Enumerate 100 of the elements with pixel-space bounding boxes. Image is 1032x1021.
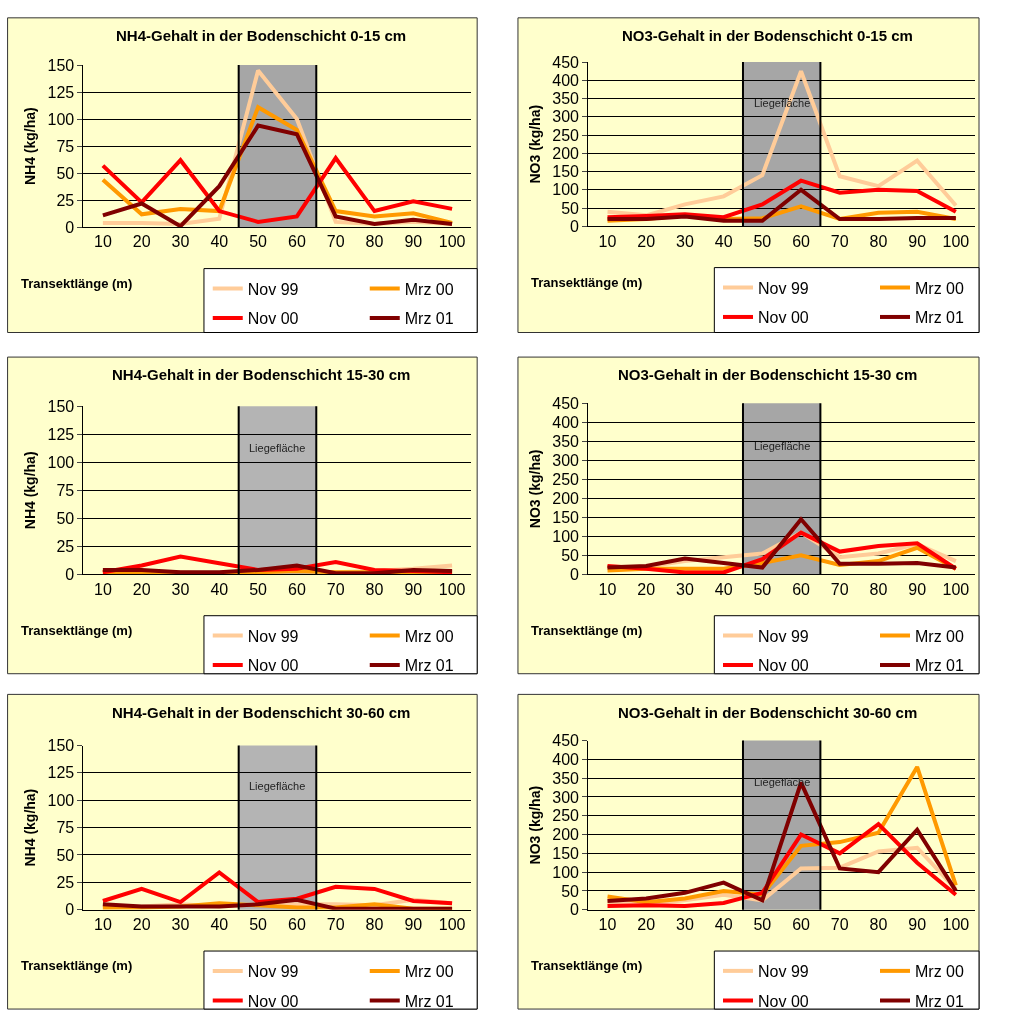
legend-label: Mrz 01 <box>915 309 964 327</box>
y-tick-label: 0 <box>570 566 580 584</box>
y-tick-label: 125 <box>47 425 75 443</box>
legend-label: Nov 00 <box>758 657 809 675</box>
x-tick-label: 10 <box>93 233 112 251</box>
legend-label: Nov 99 <box>247 627 299 645</box>
legend-label: Mrz 00 <box>404 280 454 298</box>
x-tick-label: 30 <box>171 915 190 933</box>
x-tick-label: 20 <box>637 580 656 598</box>
y-tick-label: 50 <box>56 846 75 864</box>
x-axis-title: Transektlänge (m) <box>531 958 643 973</box>
x-tick-label: 60 <box>792 232 811 250</box>
legend-label: Mrz 01 <box>915 992 964 1010</box>
x-tick-label: 20 <box>637 915 656 933</box>
legend-label: Nov 00 <box>247 657 299 675</box>
chart-title: NH4-Gehalt in der Bodenschicht 15-30 cm <box>112 366 411 383</box>
x-tick-label: 30 <box>171 233 190 251</box>
x-tick-label: 70 <box>326 580 345 598</box>
y-tick-label: 75 <box>56 819 75 837</box>
x-tick-label: 100 <box>942 232 970 250</box>
y-tick-label: 50 <box>561 199 580 217</box>
x-tick-label: 40 <box>210 915 229 933</box>
legend-label: Mrz 01 <box>915 657 964 675</box>
legend-label: Nov 00 <box>247 992 299 1010</box>
y-tick-label: 75 <box>56 137 75 155</box>
x-tick-label: 50 <box>249 580 268 598</box>
x-tick-label: 50 <box>249 233 268 251</box>
chart-title: NH4-Gehalt in der Bodenschicht 30-60 cm <box>112 704 411 721</box>
y-axis-title: NH4 (kg/ha) <box>22 107 39 186</box>
band-label: Liegefläche <box>754 440 811 452</box>
band-label: Liegefläche <box>249 780 306 792</box>
y-tick-label: 300 <box>552 108 580 126</box>
legend-label: Mrz 00 <box>915 279 964 297</box>
x-tick-label: 90 <box>908 232 927 250</box>
line-series <box>605 178 958 220</box>
legend-label: Mrz 00 <box>404 963 454 981</box>
y-tick-label: 0 <box>65 566 75 584</box>
x-tick-label: 80 <box>869 915 888 933</box>
chart-title: NO3-Gehalt in der Bodenschicht 30-60 cm <box>618 704 918 721</box>
chart-title: NO3-Gehalt in der Bodenschicht 0-15 cm <box>622 27 913 44</box>
y-tick-label: 400 <box>552 750 580 768</box>
x-tick-label: 70 <box>326 233 345 251</box>
x-tick-label: 50 <box>753 915 772 933</box>
x-tick-label: 60 <box>792 580 811 598</box>
x-axis-title: Transektlänge (m) <box>21 623 133 638</box>
x-tick-label: 20 <box>132 580 151 598</box>
x-tick-label: 10 <box>93 580 112 598</box>
y-tick-label: 50 <box>561 547 580 564</box>
line-series <box>605 517 958 570</box>
x-tick-label: 100 <box>438 915 466 933</box>
x-tick-label: 60 <box>287 233 306 251</box>
x-tick-label: 90 <box>908 915 927 933</box>
y-tick-label: 450 <box>552 53 580 71</box>
legend-label: Nov 99 <box>247 280 299 298</box>
y-tick-label: 200 <box>552 826 580 844</box>
y-tick-label: 50 <box>56 164 75 182</box>
y-axis-title: NH4 (kg/ha) <box>22 451 39 530</box>
y-tick-label: 150 <box>47 397 75 415</box>
line-series <box>605 69 958 218</box>
y-tick-label: 400 <box>552 71 580 89</box>
y-tick-label: 150 <box>47 737 75 755</box>
y-tick-label: 0 <box>65 901 75 919</box>
x-tick-label: 100 <box>942 915 970 933</box>
y-tick-label: 0 <box>570 901 580 919</box>
legend-label: Nov 99 <box>247 963 299 981</box>
y-axis-title: NO3 (kg/ha) <box>526 449 543 529</box>
x-tick-label: 70 <box>326 915 345 933</box>
legend-label: Nov 99 <box>758 279 809 297</box>
x-tick-label: 20 <box>132 233 151 251</box>
y-axis-title: NO3 (kg/ha) <box>526 104 543 184</box>
y-tick-label: 150 <box>552 844 580 862</box>
y-tick-label: 200 <box>552 144 580 162</box>
x-tick-label: 30 <box>676 232 694 250</box>
x-tick-label: 40 <box>714 232 733 250</box>
x-tick-label: 30 <box>676 580 694 598</box>
y-tick-label: 350 <box>552 432 580 450</box>
y-tick-label: 100 <box>552 527 580 545</box>
line-series <box>605 822 958 908</box>
legend-label: Nov 00 <box>758 309 809 327</box>
legend-label: Nov 99 <box>758 963 809 981</box>
line-series <box>100 156 455 224</box>
y-tick-label: 300 <box>552 788 580 806</box>
x-tick-label: 80 <box>869 580 888 598</box>
x-tick-label: 70 <box>830 915 849 933</box>
legend-label: Mrz 00 <box>404 627 454 645</box>
x-axis-title: Transektlänge (m) <box>21 276 133 291</box>
y-tick-label: 100 <box>552 863 580 881</box>
legend-label: Nov 00 <box>758 992 809 1010</box>
legend-label: Mrz 01 <box>404 657 454 675</box>
x-tick-label: 40 <box>210 580 229 598</box>
y-tick-label: 400 <box>552 413 580 431</box>
band-label: Liegefläche <box>754 776 811 788</box>
line-series <box>100 870 455 906</box>
x-tick-label: 80 <box>869 232 888 250</box>
x-tick-label: 60 <box>287 915 306 933</box>
chart-title: NO3-Gehalt in der Bodenschicht 15-30 cm <box>618 366 918 383</box>
y-tick-label: 250 <box>552 470 580 488</box>
y-tick-label: 25 <box>56 873 75 891</box>
x-tick-label: 90 <box>404 915 423 933</box>
y-tick-label: 25 <box>56 191 75 209</box>
